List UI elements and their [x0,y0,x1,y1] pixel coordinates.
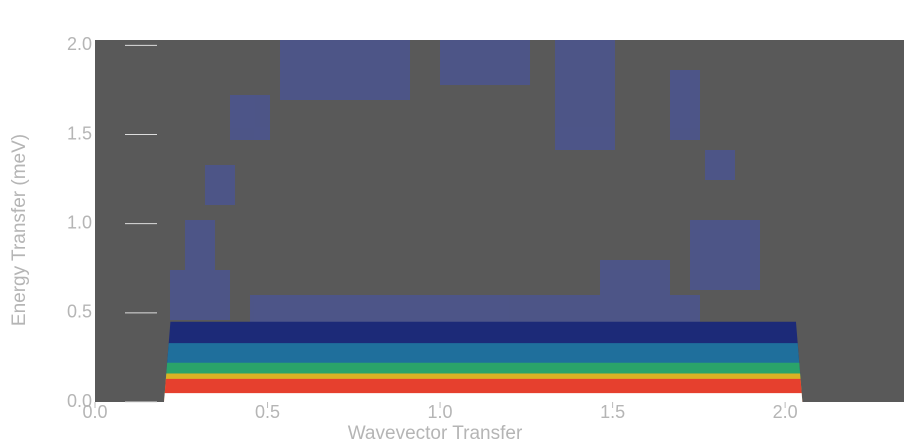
y-axis-title: Energy Transfer (meV) [9,134,30,326]
y-tick-label: 1.0 [67,212,92,232]
scatter-blobs [170,40,760,325]
blob [205,165,235,205]
blob [185,220,215,270]
blob [230,95,270,140]
blob [600,260,670,295]
blob [250,295,700,325]
y-tick-label: 2.0 [67,34,92,54]
x-tick-label: 1.5 [600,402,625,422]
blob [705,150,735,180]
blob [280,40,410,100]
x-axis-title: Wavevector Transfer [348,423,523,444]
blob [440,40,530,85]
y-tick-label: 1.5 [67,123,92,143]
x-tick-label: 0.5 [255,402,280,422]
blob [555,40,615,150]
x-tick-label: 0.0 [82,402,107,422]
y-tick-label: 0.0 [67,391,92,411]
blob [690,220,760,290]
x-tick-label: 1.0 [428,402,453,422]
x-tick-label: 2.0 [773,402,798,422]
blob [170,270,230,320]
blob [670,70,700,140]
y-tick-label: 0.5 [67,302,92,322]
intensity-layer [164,393,803,402]
